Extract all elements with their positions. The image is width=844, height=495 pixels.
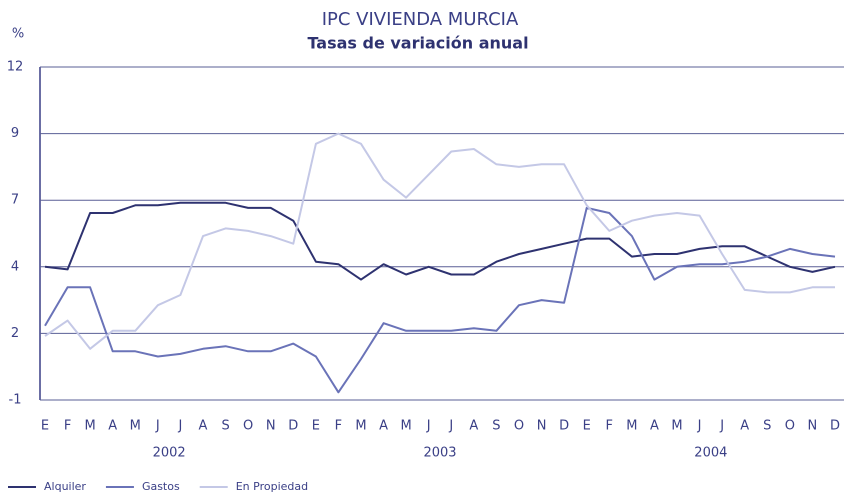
x-tick-label: M	[130, 419, 141, 434]
x-tick-label: E	[583, 419, 591, 434]
x-tick-label: F	[606, 419, 613, 434]
x-tick-label: D	[288, 419, 298, 434]
x-tick-label: J	[426, 419, 431, 434]
y-axis-label: %	[12, 27, 24, 42]
x-tick-label: F	[335, 419, 342, 434]
x-tick-label: M	[671, 419, 682, 434]
x-tick-label: M	[85, 419, 96, 434]
series-line	[44, 132, 835, 350]
year-label: 2002	[153, 446, 186, 461]
series-line	[44, 206, 836, 394]
year-label: 2003	[423, 446, 456, 461]
y-tick-label: 9	[11, 126, 19, 141]
series-line	[44, 201, 836, 281]
legend-label: Alquiler	[44, 480, 86, 493]
legend-label: Gastos	[142, 480, 180, 493]
x-tick-label: A	[199, 419, 208, 434]
x-tick-label: A	[740, 419, 749, 434]
chart-subtitle: Tasas de variación anual	[307, 34, 528, 53]
x-tick-label: A	[650, 419, 659, 434]
x-tick-label: M	[401, 419, 412, 434]
x-tick-label: E	[312, 419, 320, 434]
x-tick-label: J	[719, 419, 724, 434]
x-tick-label: J	[697, 419, 702, 434]
x-tick-label: N	[808, 419, 818, 434]
x-tick-label: M	[626, 419, 637, 434]
y-tick-label: 7	[11, 193, 19, 208]
y-tick-label: 4	[11, 259, 19, 274]
x-tick-label: N	[266, 419, 276, 434]
x-tick-label: S	[492, 419, 500, 434]
y-tick-label: 12	[7, 60, 24, 75]
legend-label: En Propiedad	[236, 480, 308, 493]
x-tick-label: J	[448, 419, 453, 434]
x-tick-label: S	[763, 419, 771, 434]
y-tick-label: -1	[9, 393, 22, 408]
x-tick-label: A	[379, 419, 388, 434]
x-tick-label: S	[221, 419, 229, 434]
x-tick-label: D	[830, 419, 840, 434]
x-tick-label: O	[514, 419, 524, 434]
x-tick-label: J	[155, 419, 160, 434]
x-tick-label: M	[355, 419, 366, 434]
x-tick-label: A	[469, 419, 478, 434]
y-tick-label: 2	[11, 326, 19, 341]
x-tick-label: E	[41, 419, 49, 434]
x-tick-label: D	[559, 419, 569, 434]
year-label: 2004	[694, 446, 727, 461]
x-tick-label: N	[537, 419, 547, 434]
x-tick-label: F	[64, 419, 71, 434]
x-tick-label: A	[108, 419, 117, 434]
x-tick-label: O	[785, 419, 795, 434]
chart-title: IPC VIVIENDA MURCIA	[322, 9, 519, 30]
x-tick-label: O	[243, 419, 253, 434]
x-tick-label: J	[178, 419, 183, 434]
